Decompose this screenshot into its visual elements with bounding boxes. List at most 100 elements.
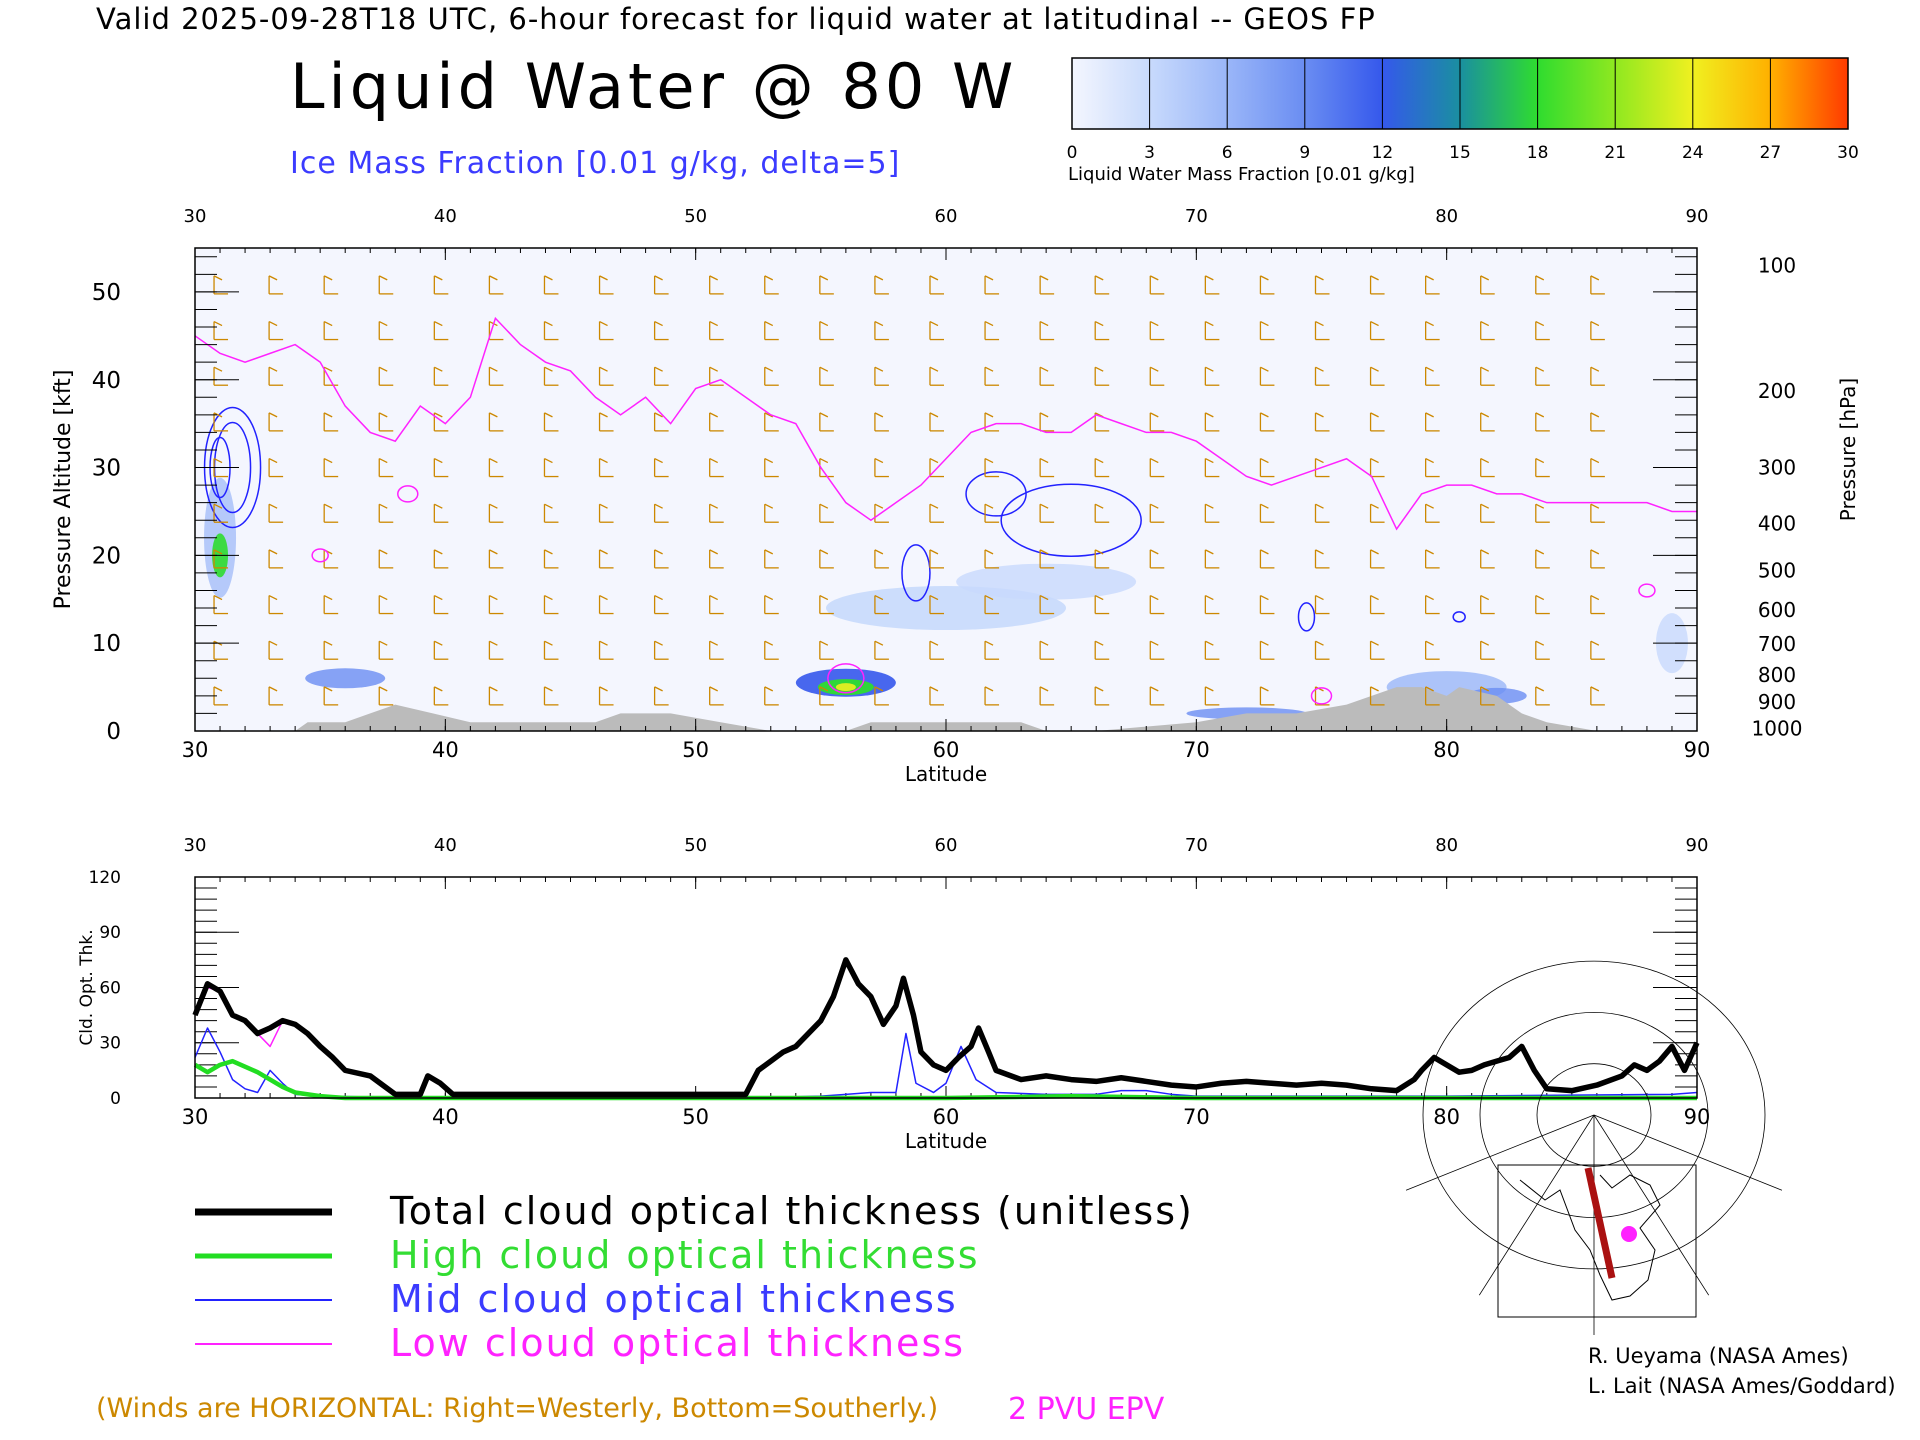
wind-barb xyxy=(598,275,614,295)
wind-barb-flag xyxy=(1480,594,1490,601)
wind-barb xyxy=(1314,503,1330,523)
wind-barb xyxy=(764,457,779,478)
wind-barb-flag xyxy=(213,503,223,509)
wind-barb-flag xyxy=(709,640,718,646)
wind-barb xyxy=(543,457,559,478)
wind-barb xyxy=(1259,640,1275,660)
x-axis-label: Latitude xyxy=(905,1129,987,1153)
wind-barb xyxy=(984,275,1000,295)
wind-barb-flag xyxy=(213,320,223,327)
wind-barb-flag xyxy=(929,412,939,418)
wind-barb-flag xyxy=(489,686,498,692)
wind-barb xyxy=(984,640,1000,660)
wind-barb xyxy=(488,686,504,706)
wind-barb-flag xyxy=(1039,320,1049,327)
wind-barb xyxy=(874,320,889,341)
wind-barb xyxy=(433,366,449,386)
pressure-axis-label: Pressure [hPa] xyxy=(1836,378,1860,521)
y-tick-label: 120 xyxy=(89,868,121,888)
wind-barb-flag xyxy=(1260,320,1269,327)
wind-barb xyxy=(378,457,394,478)
wind-barb xyxy=(764,320,779,341)
wind-barb-flag xyxy=(1535,549,1545,555)
wind-barb xyxy=(764,366,779,386)
wind-barb xyxy=(1259,594,1275,615)
wind-barb xyxy=(323,594,339,615)
ice-contour xyxy=(901,544,931,602)
wind-barb xyxy=(378,640,394,660)
wind-barb-flag xyxy=(434,366,443,372)
wind-barb-flag xyxy=(323,457,333,464)
y-tick-label: 30 xyxy=(92,456,121,482)
wind-barb xyxy=(1480,640,1495,660)
wind-barb-flag xyxy=(434,457,443,464)
legend-label: High cloud optical thickness xyxy=(390,1233,980,1277)
wind-barb xyxy=(874,640,889,660)
wind-barb xyxy=(1094,366,1110,386)
wind-barb-flag xyxy=(709,503,718,509)
wind-barb-flag xyxy=(1590,366,1600,372)
x-tick-label-top: 80 xyxy=(1435,206,1458,227)
wind-barb xyxy=(709,549,724,569)
wind-barb xyxy=(1039,503,1055,523)
wind-barb xyxy=(709,686,724,706)
wind-barb-flag xyxy=(1590,503,1600,509)
wind-barb xyxy=(1314,366,1330,386)
y-tick-label: 90 xyxy=(99,923,121,943)
wind-barb xyxy=(874,457,889,478)
wind-barb-flag xyxy=(1370,549,1379,555)
epv-contour xyxy=(1310,687,1333,705)
x-tick-label: 50 xyxy=(682,1105,709,1129)
wind-barb-flag xyxy=(1315,275,1324,281)
x-tick-label-top: 50 xyxy=(684,835,707,856)
wind-barb xyxy=(1480,549,1495,569)
wind-barb-flag xyxy=(1590,640,1600,646)
wind-barb xyxy=(1149,594,1165,615)
wind-barb xyxy=(819,503,834,523)
wind-barb-flag xyxy=(434,320,443,327)
wind-barb-flag xyxy=(1260,549,1269,555)
wind-barb-flag xyxy=(1535,412,1545,418)
colorbar-tick-label: 9 xyxy=(1299,143,1310,163)
wind-barb-flag xyxy=(709,412,718,418)
wind-barb-flag xyxy=(544,320,553,327)
wind-barb xyxy=(874,686,889,706)
wind-barb xyxy=(1369,594,1385,615)
y-tick-label: 20 xyxy=(92,543,121,569)
wind-barb-flag xyxy=(323,594,333,601)
wind-barb-flag xyxy=(874,549,884,555)
wind-barb-flag xyxy=(489,549,498,555)
wind-barb-flag xyxy=(434,275,443,281)
wind-barb xyxy=(1480,686,1495,706)
wind-barb xyxy=(653,457,669,478)
wind-barb-flag xyxy=(1535,366,1545,372)
wind-barb-flag xyxy=(378,640,388,646)
wind-barb xyxy=(433,320,449,341)
wind-barb-flag xyxy=(874,594,884,601)
wind-barb-flag xyxy=(544,457,553,464)
wind-barb-flag xyxy=(378,503,388,509)
colorbar-tick-label: 27 xyxy=(1760,143,1782,163)
wind-barb-flag xyxy=(1039,549,1049,555)
cloud-shading xyxy=(956,563,1137,600)
wind-barb xyxy=(819,366,834,386)
locator-map xyxy=(1405,960,1783,1335)
y-tick-label: 50 xyxy=(92,280,121,306)
wind-barb-flag xyxy=(1370,640,1379,646)
wind-barb-flag xyxy=(874,640,884,646)
wind-barb xyxy=(213,549,229,569)
wind-barb xyxy=(1590,275,1605,295)
wind-barb xyxy=(984,549,1000,569)
wind-barb-flag xyxy=(819,549,829,555)
plot-frame xyxy=(194,876,1698,1099)
wind-barb xyxy=(1369,503,1385,523)
wind-barb xyxy=(929,503,944,523)
wind-barb xyxy=(1535,366,1550,386)
wind-barb xyxy=(1369,457,1385,478)
wind-barb-flag xyxy=(1425,366,1434,372)
pressure-tick-label: 500 xyxy=(1758,558,1796,582)
wind-barb xyxy=(709,320,724,341)
wind-barb-flag xyxy=(984,412,994,418)
colorbar-tick-label: 6 xyxy=(1222,143,1233,163)
wind-barb xyxy=(819,686,834,706)
